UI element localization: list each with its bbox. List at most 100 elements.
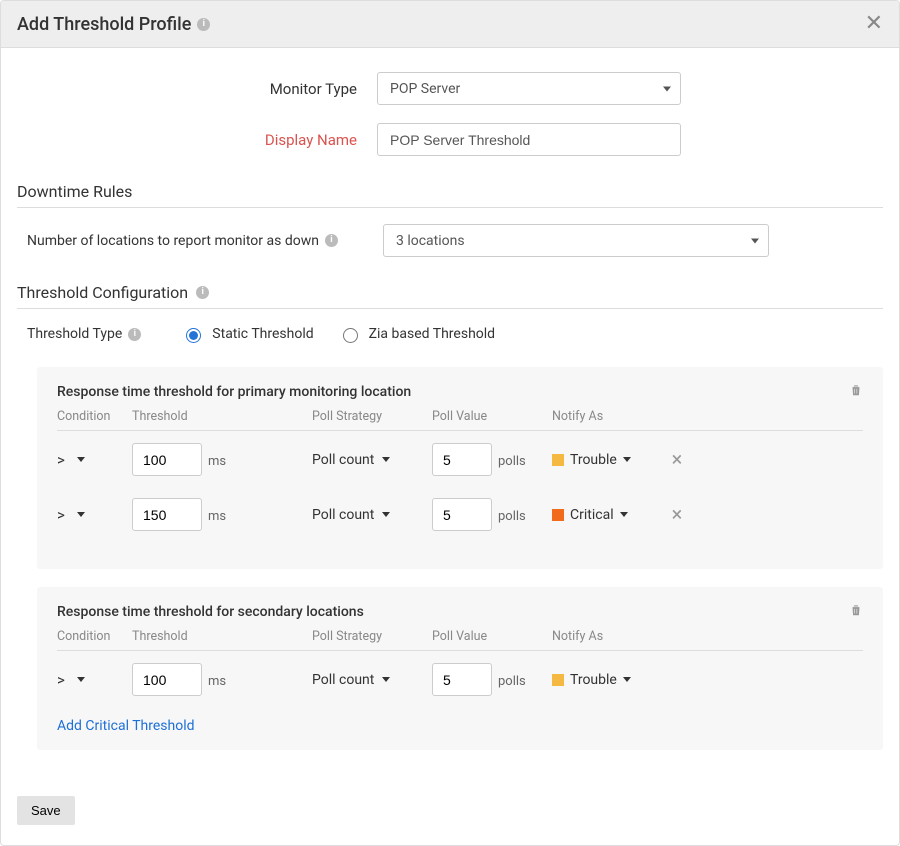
condition-select[interactable]: > [57, 671, 132, 689]
poll-unit: polls [498, 454, 526, 469]
threshold-row: > ms Poll count polls Critical × [57, 498, 863, 531]
header-poll-value: Poll Value [432, 629, 552, 644]
info-icon[interactable]: i [128, 328, 141, 341]
poll-strategy-value: Poll count [312, 507, 374, 523]
header-notify-as: Notify As [552, 629, 657, 644]
monitor-type-select[interactable]: POP Server [377, 72, 681, 105]
notify-as-select[interactable]: Critical [552, 507, 657, 523]
remove-icon[interactable]: × [672, 502, 683, 526]
notify-label: Critical [570, 507, 614, 523]
radio-zia-input[interactable] [343, 328, 358, 343]
secondary-block-title: Response time threshold for secondary lo… [57, 604, 364, 620]
display-name-label: Display Name [17, 131, 377, 149]
monitor-type-label: Monitor Type [17, 80, 377, 98]
chevron-down-icon [382, 457, 390, 462]
modal-header: Add Threshold Profile i ✕ [1, 1, 899, 48]
radio-zia[interactable]: Zia based Threshold [338, 325, 495, 343]
notify-as-select[interactable]: Trouble [552, 452, 657, 468]
primary-threshold-block: Response time threshold for primary moni… [37, 367, 883, 569]
notify-label: Trouble [570, 452, 617, 468]
poll-unit: polls [498, 674, 526, 689]
threshold-input[interactable] [132, 498, 202, 531]
status-color-icon [552, 454, 564, 466]
display-name-input[interactable] [377, 123, 681, 156]
chevron-down-icon [77, 457, 85, 462]
locations-value: 3 locations [383, 224, 769, 257]
modal-body: Monitor Type POP Server Display Name Dow… [1, 48, 899, 784]
chevron-down-icon [77, 677, 85, 682]
chevron-down-icon [663, 86, 671, 91]
threshold-row: > ms Poll count polls Trouble [57, 663, 863, 696]
save-button[interactable]: Save [17, 796, 75, 825]
downtime-section-text: Downtime Rules [17, 182, 132, 201]
poll-strategy-select[interactable]: Poll count [312, 507, 432, 523]
notify-label: Trouble [570, 672, 617, 688]
threshold-config-text: Threshold Configuration [17, 283, 188, 302]
condition-value: > [57, 506, 65, 524]
primary-block-header: Response time threshold for primary moni… [57, 379, 863, 409]
info-icon[interactable]: i [196, 286, 209, 299]
monitor-type-value: POP Server [377, 72, 681, 105]
threshold-row: > ms Poll count polls Trouble × [57, 443, 863, 476]
chevron-down-icon [382, 512, 390, 517]
info-icon[interactable]: i [325, 234, 338, 247]
radio-static[interactable]: Static Threshold [181, 325, 313, 343]
radio-static-input[interactable] [186, 328, 201, 343]
poll-strategy-select[interactable]: Poll count [312, 452, 432, 468]
condition-value: > [57, 671, 65, 689]
chevron-down-icon [751, 238, 759, 243]
poll-value-input[interactable] [432, 443, 492, 476]
downtime-label: Number of locations to report monitor as… [27, 233, 367, 249]
status-color-icon [552, 509, 564, 521]
info-icon[interactable]: i [197, 18, 210, 31]
secondary-threshold-block: Response time threshold for secondary lo… [37, 587, 883, 750]
locations-select[interactable]: 3 locations [383, 224, 769, 257]
add-critical-link[interactable]: Add Critical Threshold [57, 718, 863, 734]
secondary-block-header: Response time threshold for secondary lo… [57, 599, 863, 629]
secondary-col-headers: Condition Threshold Poll Strategy Poll V… [57, 629, 863, 651]
downtime-label-text: Number of locations to report monitor as… [27, 233, 319, 249]
threshold-input[interactable] [132, 443, 202, 476]
monitor-type-row: Monitor Type POP Server [17, 72, 883, 105]
threshold-input[interactable] [132, 663, 202, 696]
close-icon[interactable]: ✕ [865, 13, 883, 35]
header-threshold: Threshold [132, 629, 312, 644]
poll-value-input[interactable] [432, 498, 492, 531]
radio-zia-label: Zia based Threshold [369, 326, 495, 342]
threshold-unit: ms [208, 454, 226, 469]
threshold-type-label: Threshold Type [27, 326, 122, 342]
chevron-down-icon [623, 677, 631, 682]
header-poll-value: Poll Value [432, 409, 552, 424]
poll-strategy-select[interactable]: Poll count [312, 672, 432, 688]
poll-unit: polls [498, 509, 526, 524]
radio-static-label: Static Threshold [212, 326, 313, 342]
primary-rows: > ms Poll count polls Trouble × > ms Poll count p… [57, 443, 863, 531]
remove-icon[interactable]: × [672, 447, 683, 471]
condition-select[interactable]: > [57, 506, 132, 524]
chevron-down-icon [382, 677, 390, 682]
header-poll-strategy: Poll Strategy [312, 409, 432, 424]
downtime-section-title: Downtime Rules [17, 176, 883, 208]
primary-block-title: Response time threshold for primary moni… [57, 384, 411, 400]
threshold-unit: ms [208, 674, 226, 689]
poll-strategy-value: Poll count [312, 672, 374, 688]
display-name-row: Display Name [17, 123, 883, 156]
header-condition: Condition [57, 409, 132, 424]
primary-col-headers: Condition Threshold Poll Strategy Poll V… [57, 409, 863, 431]
poll-strategy-value: Poll count [312, 452, 374, 468]
trash-icon[interactable] [849, 383, 863, 401]
modal-footer: Save [1, 784, 899, 845]
poll-value-input[interactable] [432, 663, 492, 696]
chevron-down-icon [623, 457, 631, 462]
trash-icon[interactable] [849, 603, 863, 621]
condition-value: > [57, 451, 65, 469]
status-color-icon [552, 674, 564, 686]
threshold-unit: ms [208, 509, 226, 524]
notify-as-select[interactable]: Trouble [552, 672, 657, 688]
header-threshold: Threshold [132, 409, 312, 424]
chevron-down-icon [77, 512, 85, 517]
modal-title: Add Threshold Profile i [17, 14, 210, 35]
modal: Add Threshold Profile i ✕ Monitor Type P… [0, 0, 900, 846]
condition-select[interactable]: > [57, 451, 132, 469]
header-condition: Condition [57, 629, 132, 644]
